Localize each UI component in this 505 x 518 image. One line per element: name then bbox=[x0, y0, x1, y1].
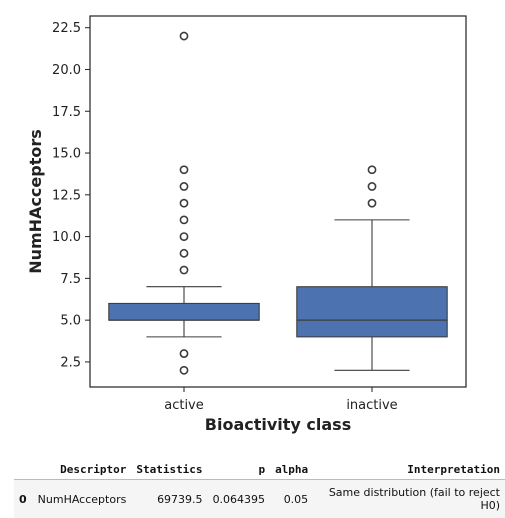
y-tick-label: 22.5 bbox=[52, 21, 81, 36]
outlier-point bbox=[180, 183, 187, 190]
interpretation-cell: Same distribution (fail to reject H0) bbox=[313, 480, 505, 518]
x-tick-label: active bbox=[164, 398, 204, 413]
descriptor-header: Descriptor bbox=[33, 460, 132, 480]
outlier-point bbox=[180, 266, 187, 273]
outlier-point bbox=[180, 216, 187, 223]
outlier-point bbox=[180, 233, 187, 240]
outlier-point bbox=[180, 32, 187, 39]
y-tick-label: 5.0 bbox=[60, 314, 81, 329]
p-header: p bbox=[208, 460, 271, 480]
outlier-point bbox=[368, 166, 375, 173]
x-tick-label: inactive bbox=[346, 398, 397, 413]
y-axis-title: NumHAcceptors bbox=[26, 129, 45, 274]
x-axis-title: Bioactivity class bbox=[205, 415, 351, 434]
y-tick-label: 7.5 bbox=[60, 272, 81, 287]
y-tick-label: 2.5 bbox=[60, 355, 81, 370]
box-series bbox=[109, 32, 447, 373]
x-axis-ticks: active inactive bbox=[164, 387, 397, 413]
y-tick-label: 10.0 bbox=[52, 230, 81, 245]
y-tick-label: 12.5 bbox=[52, 188, 81, 203]
alpha-cell: 0.05 bbox=[270, 480, 313, 518]
table-header-row: Descriptor Statistics p alpha Interpreta… bbox=[14, 460, 505, 480]
row-index: 0 bbox=[14, 480, 33, 518]
boxplot-chart: 2.5 5.0 7.5 10.0 12.5 15.0 17.5 20.0 22.5 active… bbox=[0, 0, 505, 445]
outlier-point bbox=[368, 183, 375, 190]
y-tick-label: 17.5 bbox=[52, 105, 81, 120]
table-row: 0 NumHAcceptors 69739.5 0.064395 0.05 Sa… bbox=[14, 480, 505, 518]
statistics-header: Statistics bbox=[131, 460, 207, 480]
interpretation-header: Interpretation bbox=[313, 460, 505, 480]
box-active bbox=[109, 303, 259, 320]
y-tick-label: 15.0 bbox=[52, 147, 81, 162]
statistics-table: Descriptor Statistics p alpha Interpreta… bbox=[14, 460, 505, 518]
y-tick-label: 20.0 bbox=[52, 63, 81, 78]
box-inactive bbox=[297, 287, 447, 337]
outlier-point bbox=[180, 250, 187, 257]
index-header bbox=[14, 460, 33, 480]
alpha-header: alpha bbox=[270, 460, 313, 480]
outlier-point bbox=[180, 200, 187, 207]
outlier-point bbox=[180, 367, 187, 374]
outlier-point bbox=[180, 166, 187, 173]
y-axis-ticks: 2.5 5.0 7.5 10.0 12.5 15.0 17.5 20.0 22.5 bbox=[52, 21, 90, 370]
descriptor-cell: NumHAcceptors bbox=[33, 480, 132, 518]
p-cell: 0.064395 bbox=[208, 480, 271, 518]
statistics-cell: 69739.5 bbox=[131, 480, 207, 518]
outlier-point bbox=[180, 350, 187, 357]
outlier-point bbox=[368, 200, 375, 207]
